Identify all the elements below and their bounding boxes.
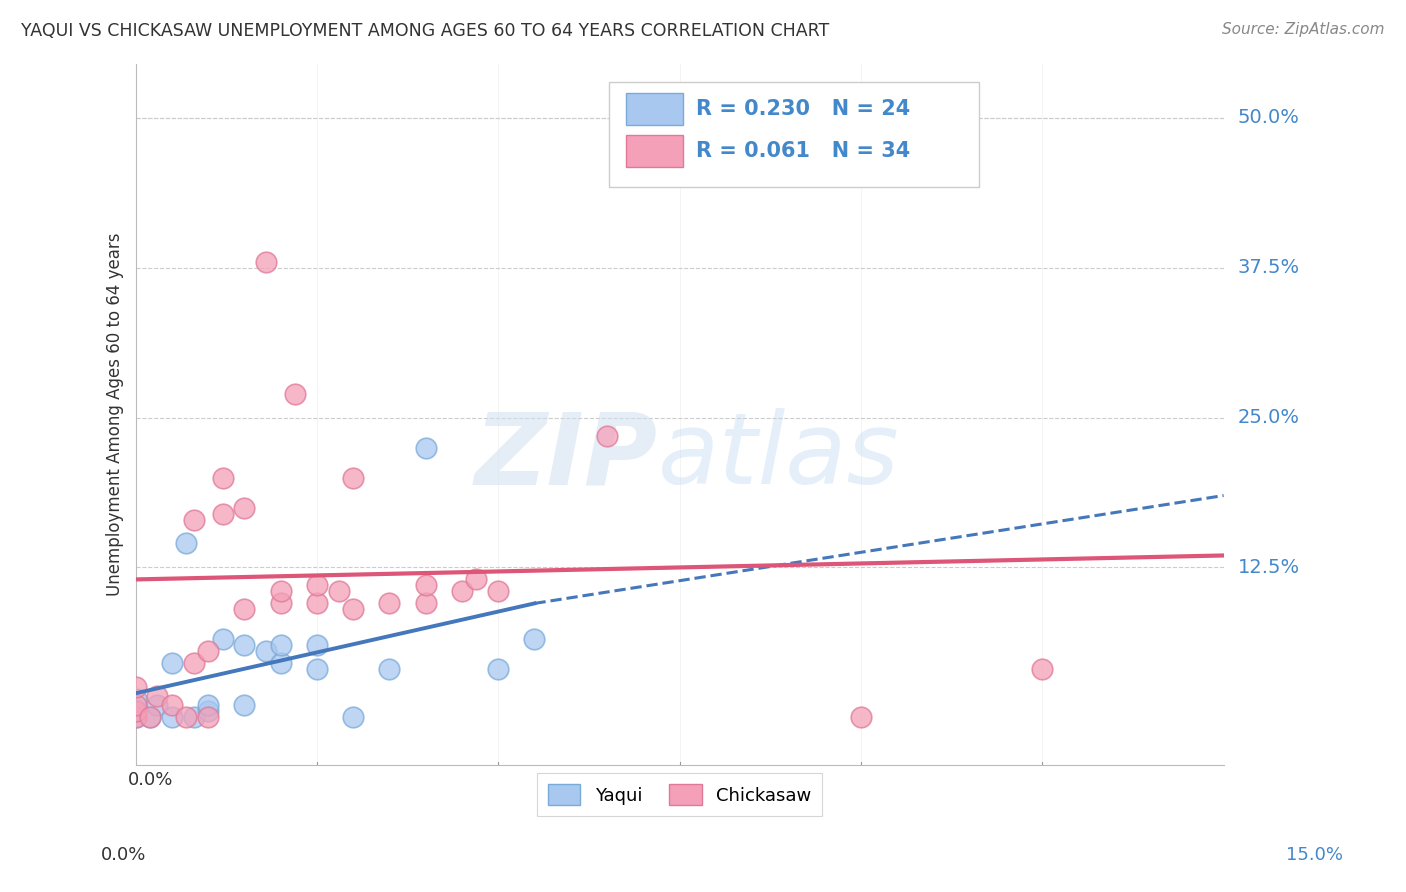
Point [174, 710, 197, 724]
Point [415, 578, 437, 592]
Point [197, 644, 219, 658]
Point [254, 255, 277, 269]
Point [415, 441, 437, 455]
Point [486, 584, 509, 599]
Point [342, 710, 364, 724]
Point [465, 573, 488, 587]
Text: 25.0%: 25.0% [1237, 409, 1299, 427]
Point [270, 638, 292, 652]
Point [124, 710, 146, 724]
Point [270, 657, 292, 671]
Point [124, 704, 146, 718]
FancyBboxPatch shape [626, 135, 683, 167]
Point [124, 681, 146, 695]
Text: 50.0%: 50.0% [1237, 109, 1299, 128]
Point [139, 710, 162, 724]
Point [124, 698, 146, 713]
Point [305, 638, 328, 652]
Text: 12.5%: 12.5% [1237, 558, 1299, 577]
Text: 0.0%: 0.0% [128, 772, 173, 789]
Point [211, 470, 233, 484]
Point [183, 657, 205, 671]
Point [124, 704, 146, 718]
Point [233, 500, 256, 515]
Point [160, 698, 183, 713]
Point [211, 507, 233, 521]
Point [146, 698, 169, 713]
FancyBboxPatch shape [626, 93, 683, 125]
Point [233, 638, 256, 652]
Point [197, 698, 219, 713]
Point [183, 710, 205, 724]
Point [328, 584, 350, 599]
Text: R = 0.230   N = 24: R = 0.230 N = 24 [696, 99, 910, 119]
Text: atlas: atlas [658, 409, 900, 505]
Point [233, 698, 256, 713]
Point [849, 710, 872, 724]
Text: ZIP: ZIP [475, 409, 658, 505]
Point [124, 692, 146, 706]
Point [174, 536, 197, 550]
Point [1031, 662, 1053, 676]
Text: 15.0%: 15.0% [1285, 846, 1343, 863]
Point [197, 704, 219, 718]
Point [415, 596, 437, 610]
Point [270, 584, 292, 599]
Text: YAQUI VS CHICKASAW UNEMPLOYMENT AMONG AGES 60 TO 64 YEARS CORRELATION CHART: YAQUI VS CHICKASAW UNEMPLOYMENT AMONG AG… [21, 22, 830, 40]
Point [270, 596, 292, 610]
Point [139, 710, 162, 724]
Point [233, 602, 256, 616]
FancyBboxPatch shape [609, 81, 979, 186]
Point [211, 632, 233, 647]
Point [305, 596, 328, 610]
Point [197, 710, 219, 724]
Point [146, 689, 169, 703]
Point [342, 470, 364, 484]
Point [378, 596, 401, 610]
Point [284, 386, 307, 401]
Text: Source: ZipAtlas.com: Source: ZipAtlas.com [1222, 22, 1385, 37]
Point [160, 710, 183, 724]
Point [160, 657, 183, 671]
Point [305, 578, 328, 592]
Text: R = 0.061   N = 34: R = 0.061 N = 34 [696, 141, 910, 161]
Point [305, 662, 328, 676]
Point [378, 662, 401, 676]
Y-axis label: Unemployment Among Ages 60 to 64 years: Unemployment Among Ages 60 to 64 years [107, 233, 124, 597]
Point [124, 710, 146, 724]
Point [183, 512, 205, 526]
Point [596, 428, 619, 442]
Point [523, 632, 546, 647]
Text: 0.0%: 0.0% [101, 846, 146, 863]
Point [451, 584, 474, 599]
Point [254, 644, 277, 658]
Point [342, 602, 364, 616]
Text: 37.5%: 37.5% [1237, 259, 1299, 277]
Point [486, 662, 509, 676]
Legend: Yaqui, Chickasaw: Yaqui, Chickasaw [537, 773, 823, 816]
